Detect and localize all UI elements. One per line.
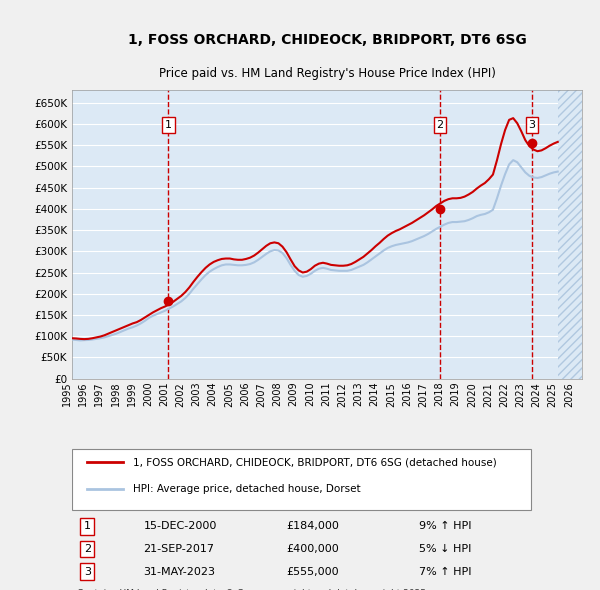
Text: £400,000: £400,000 — [286, 544, 339, 554]
Text: 9% ↑ HPI: 9% ↑ HPI — [419, 522, 472, 531]
Text: 2017: 2017 — [418, 382, 428, 407]
Text: 2020: 2020 — [467, 382, 477, 407]
Text: 2019: 2019 — [451, 382, 461, 407]
Text: 1999: 1999 — [127, 382, 137, 407]
Text: 1998: 1998 — [110, 382, 121, 407]
Text: 3: 3 — [84, 566, 91, 576]
Text: Price paid vs. HM Land Registry's House Price Index (HPI): Price paid vs. HM Land Registry's House … — [158, 67, 496, 80]
Text: 2006: 2006 — [240, 382, 250, 407]
Text: 1995: 1995 — [62, 382, 72, 407]
Text: 2004: 2004 — [208, 382, 218, 407]
Text: 2005: 2005 — [224, 382, 234, 407]
Text: 2016: 2016 — [402, 382, 412, 407]
Text: 2026: 2026 — [564, 382, 574, 407]
Text: 2013: 2013 — [353, 382, 364, 407]
Text: 2014: 2014 — [370, 382, 380, 407]
Text: 2024: 2024 — [532, 382, 542, 407]
Text: 2007: 2007 — [256, 382, 266, 407]
Text: 2002: 2002 — [175, 382, 185, 407]
Text: 1996: 1996 — [78, 382, 88, 407]
Text: 2001: 2001 — [159, 382, 169, 407]
Text: 2003: 2003 — [191, 382, 202, 407]
Text: 2: 2 — [84, 544, 91, 554]
Text: 3: 3 — [529, 120, 535, 130]
Text: £184,000: £184,000 — [286, 522, 339, 531]
Text: 2000: 2000 — [143, 382, 153, 407]
Text: HPI: Average price, detached house, Dorset: HPI: Average price, detached house, Dors… — [133, 484, 361, 494]
Text: 2011: 2011 — [321, 382, 331, 407]
Text: 2023: 2023 — [515, 382, 526, 407]
Text: 2015: 2015 — [386, 382, 396, 407]
Text: 2008: 2008 — [272, 382, 283, 407]
Text: 5% ↓ HPI: 5% ↓ HPI — [419, 544, 471, 554]
Text: 21-SEP-2017: 21-SEP-2017 — [143, 544, 214, 554]
Text: 1, FOSS ORCHARD, CHIDEOCK, BRIDPORT, DT6 6SG: 1, FOSS ORCHARD, CHIDEOCK, BRIDPORT, DT6… — [128, 33, 526, 47]
Text: 2021: 2021 — [483, 382, 493, 407]
Bar — [558, 90, 582, 379]
Text: 2009: 2009 — [289, 382, 299, 407]
Text: £555,000: £555,000 — [286, 566, 339, 576]
Text: Contains HM Land Registry data © Crown copyright and database right 2025.
This d: Contains HM Land Registry data © Crown c… — [77, 589, 429, 590]
Text: 7% ↑ HPI: 7% ↑ HPI — [419, 566, 472, 576]
Text: 2022: 2022 — [499, 382, 509, 407]
Text: 31-MAY-2023: 31-MAY-2023 — [143, 566, 215, 576]
Text: 2012: 2012 — [337, 382, 347, 407]
Text: 1997: 1997 — [94, 382, 104, 407]
Text: 1: 1 — [165, 120, 172, 130]
Text: 2010: 2010 — [305, 382, 315, 407]
Text: 2: 2 — [436, 120, 443, 130]
Text: 1: 1 — [84, 522, 91, 531]
FancyBboxPatch shape — [72, 449, 531, 510]
Text: 2025: 2025 — [548, 382, 558, 407]
Text: 1, FOSS ORCHARD, CHIDEOCK, BRIDPORT, DT6 6SG (detached house): 1, FOSS ORCHARD, CHIDEOCK, BRIDPORT, DT6… — [133, 457, 497, 467]
Text: 2018: 2018 — [434, 382, 445, 407]
Text: 15-DEC-2000: 15-DEC-2000 — [143, 522, 217, 531]
